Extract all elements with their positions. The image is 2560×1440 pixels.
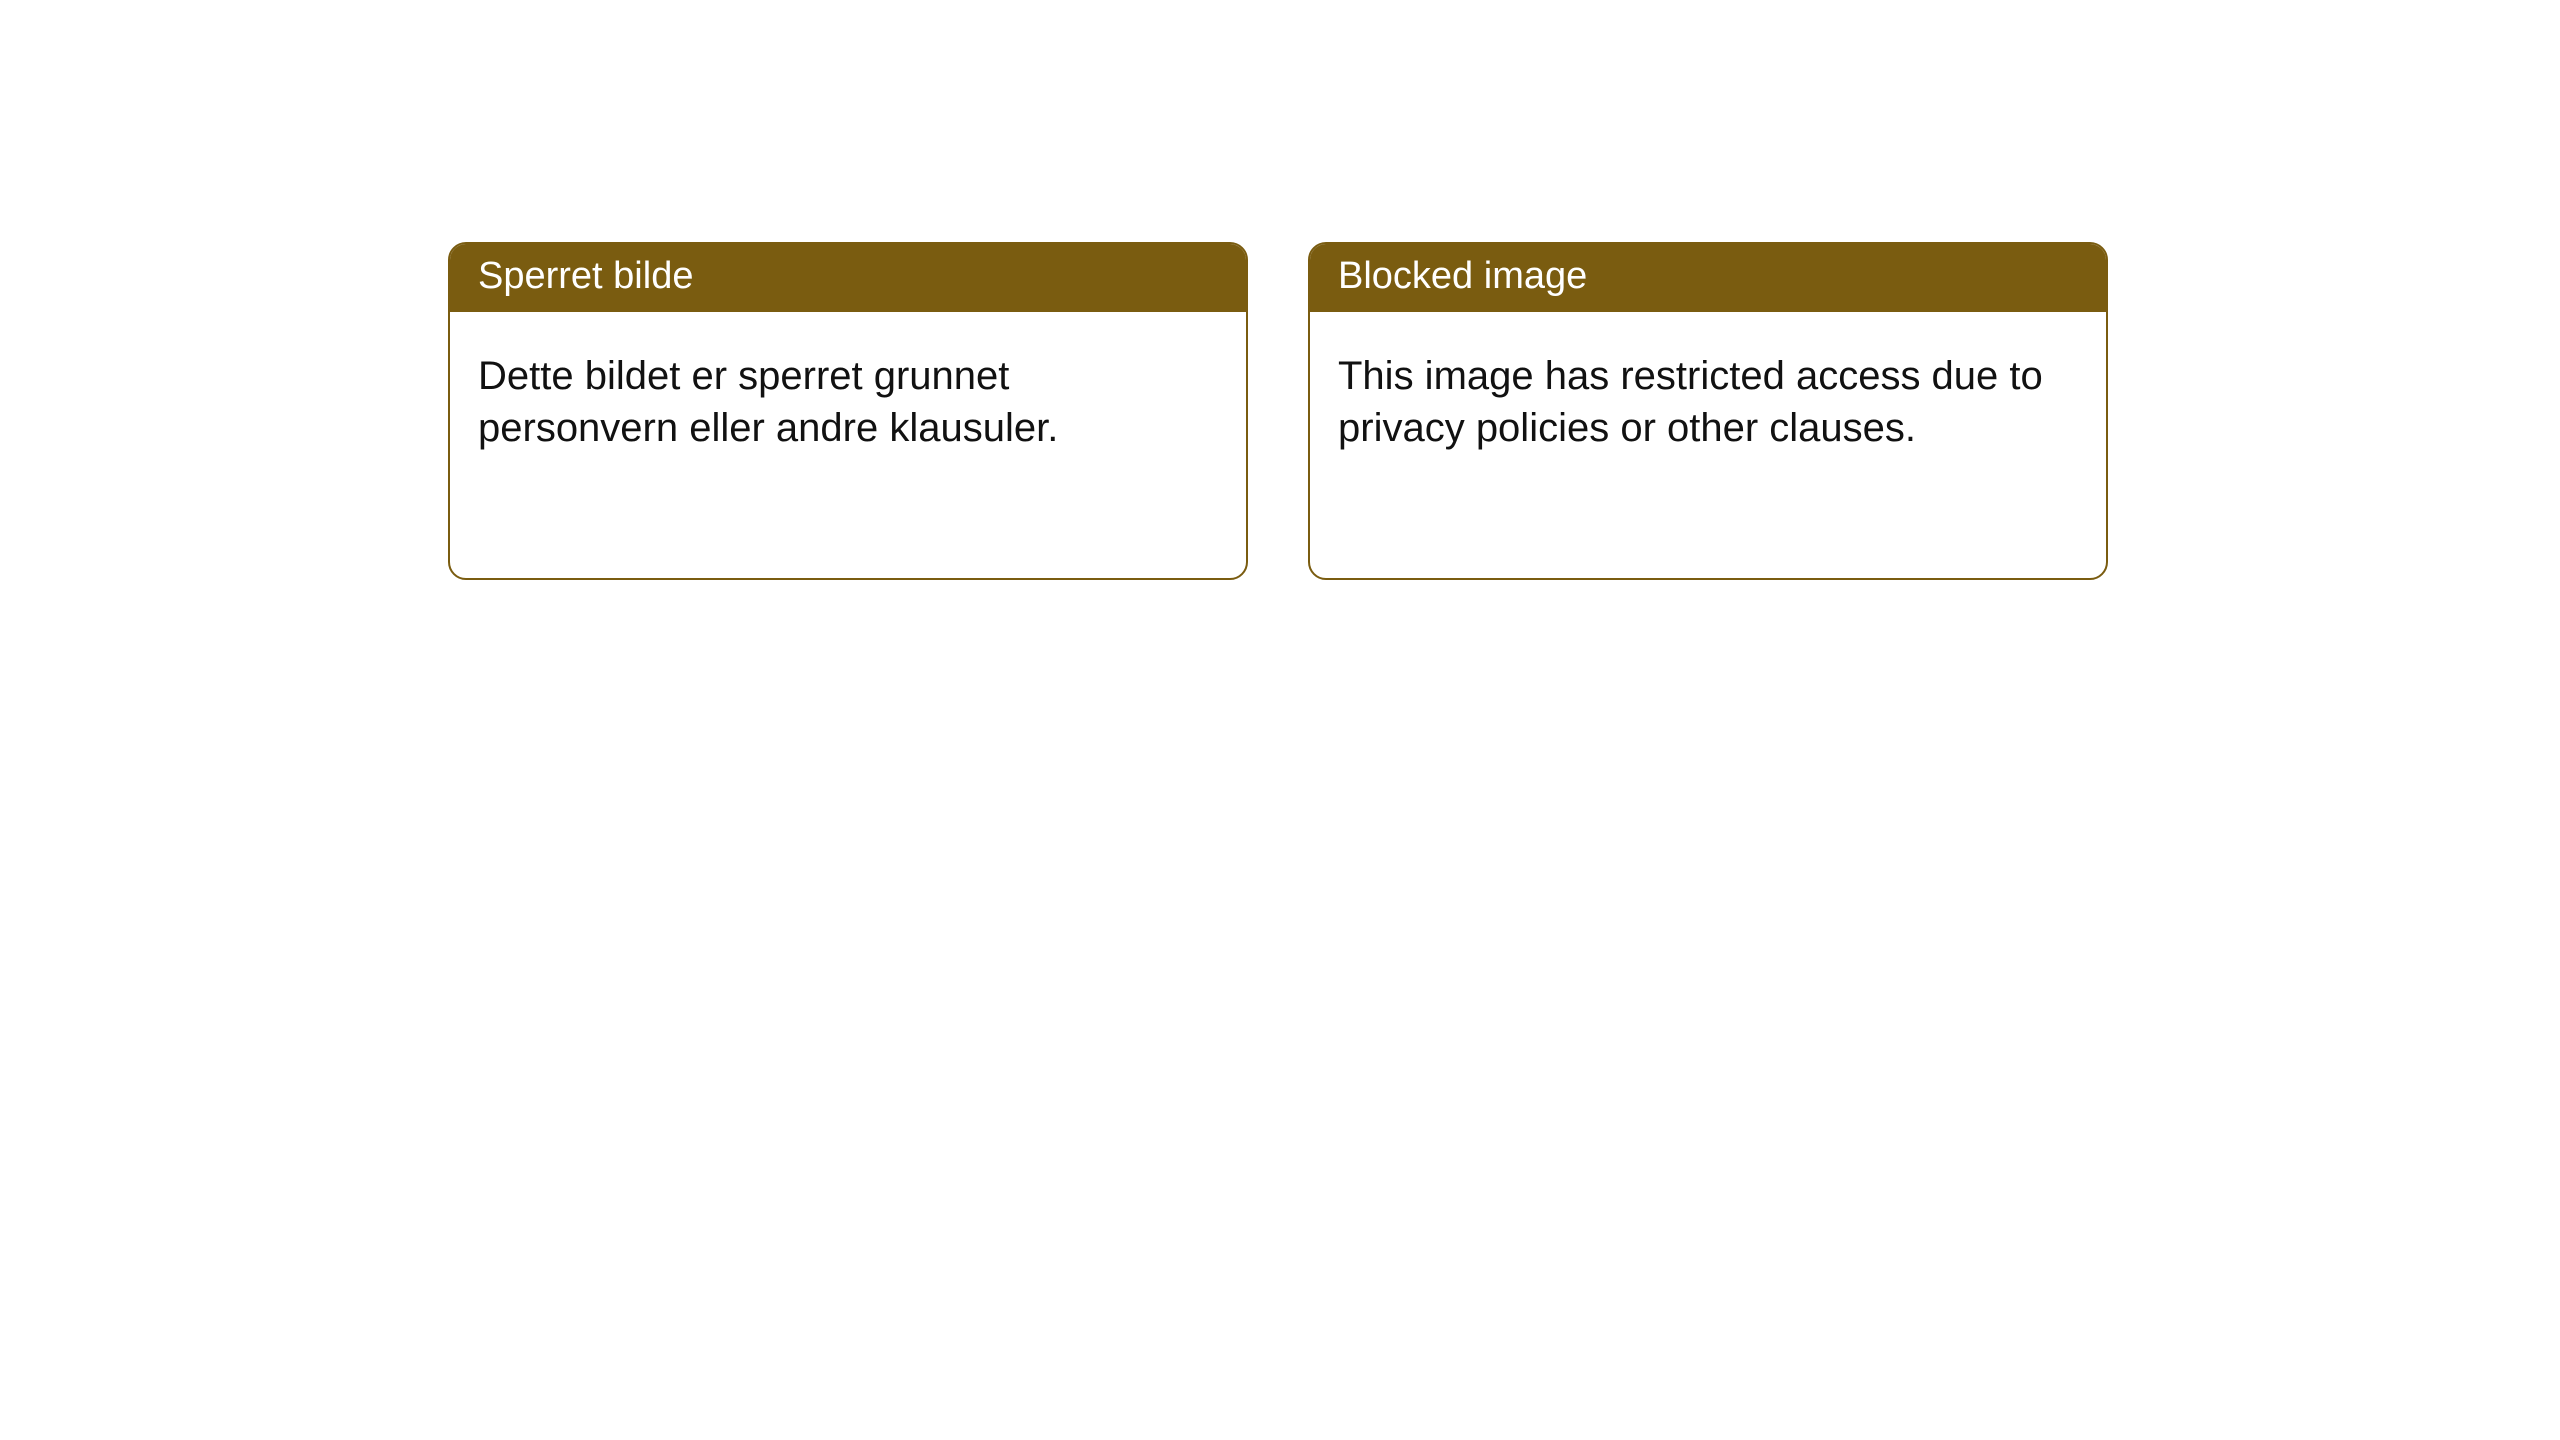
notice-header: Sperret bilde [450, 244, 1246, 312]
notice-container: Sperret bilde Dette bildet er sperret gr… [0, 0, 2560, 580]
notice-body: Dette bildet er sperret grunnet personve… [450, 312, 1246, 492]
notice-header: Blocked image [1310, 244, 2106, 312]
notice-card-norwegian: Sperret bilde Dette bildet er sperret gr… [448, 242, 1248, 580]
notice-card-english: Blocked image This image has restricted … [1308, 242, 2108, 580]
notice-body: This image has restricted access due to … [1310, 312, 2106, 492]
